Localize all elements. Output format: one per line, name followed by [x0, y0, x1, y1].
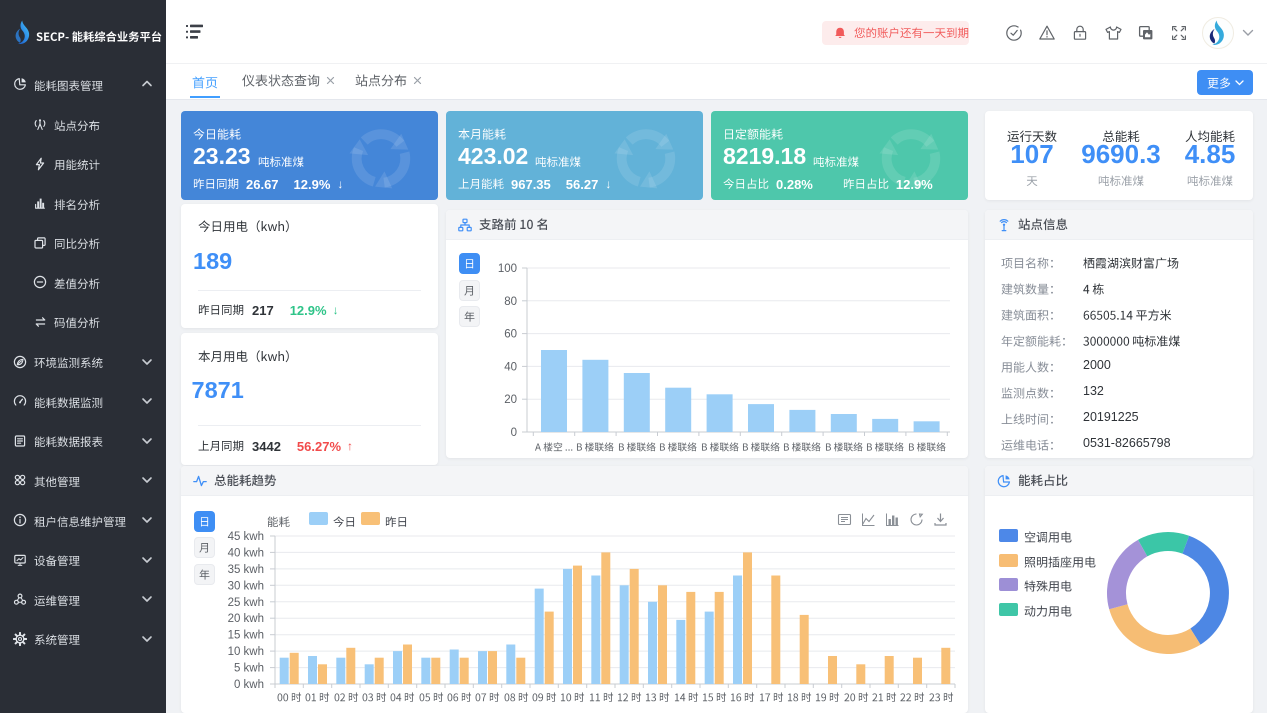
svg-text:15 kwh: 15 kwh: [228, 630, 264, 642]
svg-text:25 kwh: 25 kwh: [228, 597, 264, 609]
svg-text:30 kwh: 30 kwh: [228, 580, 264, 592]
svg-text:40 kwh: 40 kwh: [228, 547, 264, 559]
svg-text:10 kwh: 10 kwh: [228, 646, 264, 658]
svg-text:35 kwh: 35 kwh: [228, 564, 264, 576]
svg-text:20: 20: [504, 394, 517, 406]
svg-text:60: 60: [504, 329, 517, 341]
svg-text:20 kwh: 20 kwh: [228, 613, 264, 625]
svg-text:40: 40: [504, 361, 517, 373]
svg-text:0 kwh: 0 kwh: [234, 679, 264, 691]
svg-text:45 kwh: 45 kwh: [228, 531, 264, 543]
svg-text:0: 0: [511, 427, 517, 439]
svg-text:5 kwh: 5 kwh: [234, 663, 264, 675]
svg-text:80: 80: [504, 296, 517, 308]
svg-text:100: 100: [498, 263, 517, 275]
